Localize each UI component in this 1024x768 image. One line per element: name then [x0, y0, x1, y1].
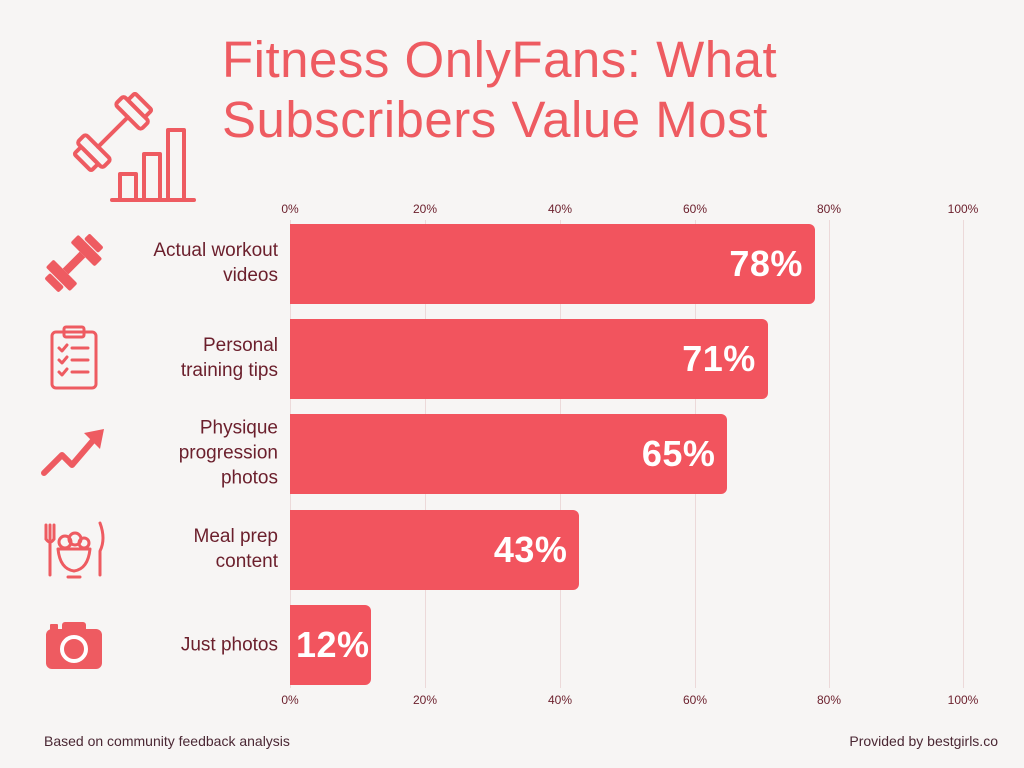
bar-value-label: 78%	[729, 243, 803, 284]
bar: 71%	[290, 319, 768, 399]
x-tick-bottom: 60%	[682, 693, 708, 707]
category-label: Just photos	[180, 634, 278, 656]
x-tick-top: 60%	[682, 202, 708, 216]
x-tick-bottom: 80%	[816, 693, 842, 707]
x-tick-top: 0%	[281, 202, 299, 216]
source-credit: Provided by bestgirls.co	[849, 733, 998, 749]
chart-title-line-2: Subscribers Value Most	[222, 91, 768, 148]
trending-up-arrow-icon	[41, 429, 104, 476]
camera-icon	[46, 622, 102, 669]
category-label: Personal training tips	[180, 335, 278, 381]
x-tick-bottom: 40%	[547, 693, 573, 707]
x-tick-top: 40%	[547, 202, 573, 216]
footnote: Based on community feedback analysis	[44, 733, 290, 749]
x-tick-bottom: 100%	[947, 693, 979, 707]
clipboard-checklist-icon	[50, 325, 98, 390]
category-label: Actual workout videos	[153, 240, 278, 286]
bar: 12%	[290, 605, 371, 685]
x-tick-top: 20%	[412, 202, 438, 216]
chart-title-line-1: Fitness OnlyFans: What	[222, 31, 778, 88]
bar: 65%	[290, 414, 728, 494]
title-block: Fitness OnlyFans: What Subscribers Value…	[222, 30, 777, 150]
x-tick-top: 100%	[947, 202, 979, 216]
gridline-100	[963, 220, 964, 688]
x-tick-bottom: 0%	[281, 693, 299, 707]
bar-value-label: 43%	[493, 529, 568, 570]
bar-value-label: 12%	[296, 624, 370, 665]
bar: 78%	[290, 224, 815, 304]
gridline-80	[829, 220, 830, 688]
bar-value-label: 71%	[682, 338, 756, 379]
dumbbell-and-bar-chart-icon	[72, 92, 196, 202]
x-tick-top: 80%	[816, 202, 842, 216]
x-tick-bottom: 20%	[412, 693, 438, 707]
category-label: Meal prep content	[193, 526, 279, 572]
meal-bowl-icon	[44, 521, 105, 579]
bar-value-label: 65%	[641, 433, 716, 474]
dumbbell-icon	[45, 234, 103, 292]
category-label: Physique progression photos	[178, 417, 278, 489]
bar: 43%	[290, 510, 580, 590]
